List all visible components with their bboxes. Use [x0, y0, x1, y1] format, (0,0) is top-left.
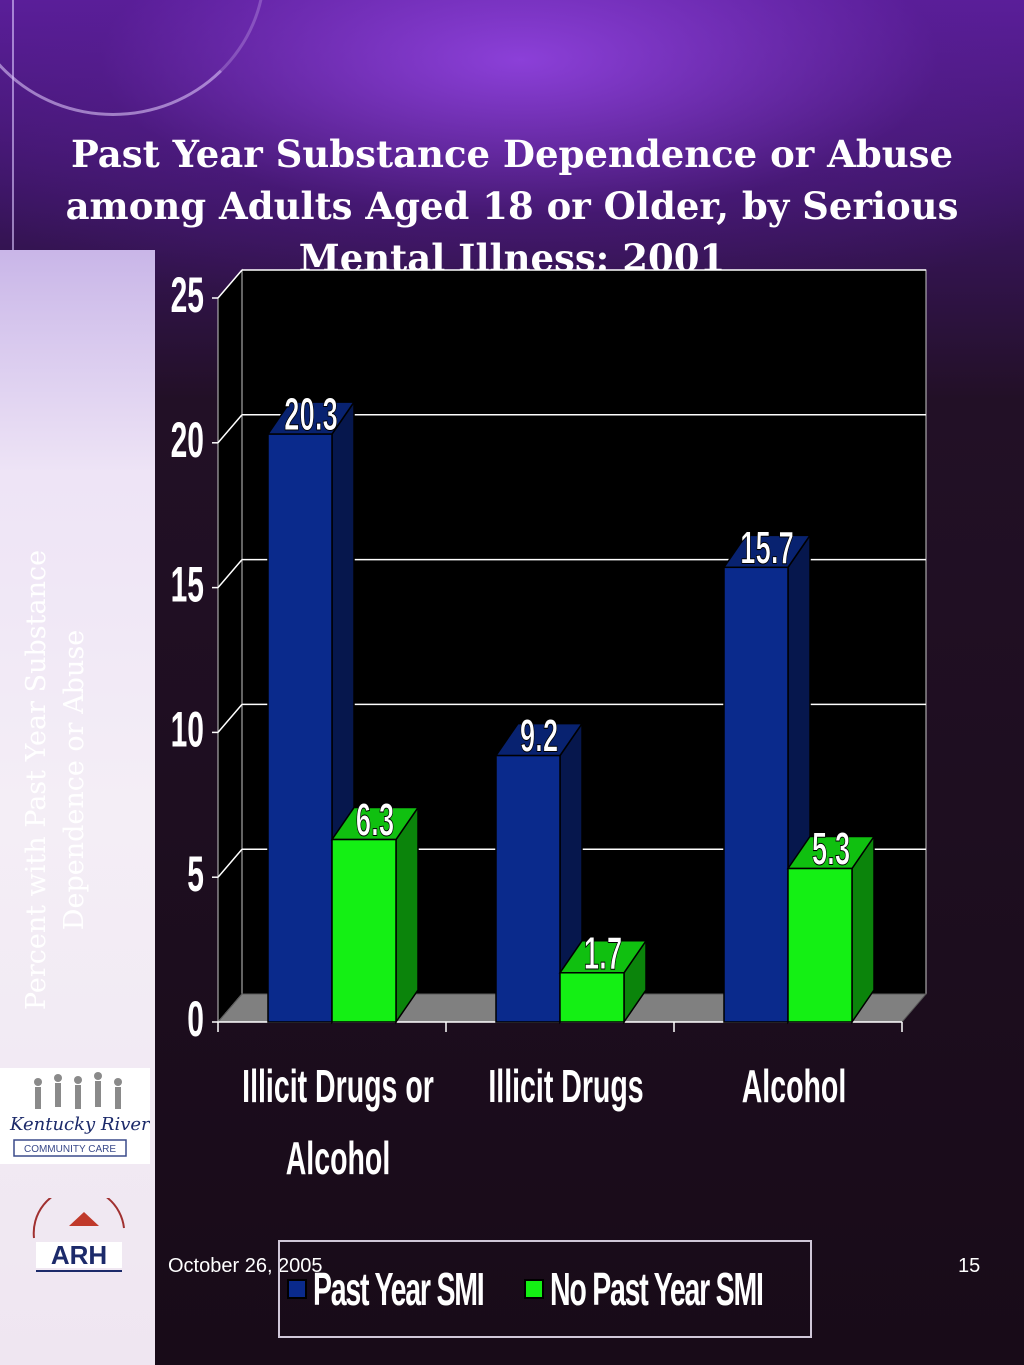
gridline-side: [217, 848, 243, 878]
chart-legend: Past Year SMI No Past Year SMI: [278, 1240, 812, 1338]
bar: [267, 433, 333, 1023]
y-tick-label: 5: [187, 846, 204, 902]
svg-text:ARH: ARH: [51, 1240, 107, 1270]
bar-chart: 0 5 10 15 20 25 20.3 9.2 15.7 6.3 1.7 5.3 Illicit Dr…: [171, 267, 928, 1185]
x-tick-label: Illicit Drugs or: [242, 1061, 434, 1113]
gridline-side: [217, 703, 243, 733]
page-number: 15: [958, 1255, 981, 1277]
svg-text:Kentucky River: Kentucky River: [9, 1114, 150, 1135]
bar: [331, 838, 397, 1023]
y-tick-label: 10: [171, 702, 204, 758]
side-panel: [0, 250, 155, 1365]
bar-side: [395, 805, 419, 1025]
decorative-line: [12, 0, 14, 250]
data-label: 6.3: [356, 796, 394, 847]
legend-label-no-past-year-smi: No Past Year SMI: [549, 1263, 764, 1315]
data-label: 9.2: [520, 712, 558, 763]
legend-label-past-year-smi: Past Year SMI: [313, 1263, 485, 1315]
footer-date: October 26, 2005: [168, 1255, 323, 1277]
legend-swatch-no-past-year-smi: [523, 1279, 544, 1299]
data-label: 15.7: [740, 523, 794, 574]
plot-side-wall: [217, 268, 243, 1024]
svg-text:COMMUNITY CARE: COMMUNITY CARE: [24, 1144, 116, 1155]
x-tick-label: Alcohol: [286, 1133, 391, 1185]
data-label: 20.3: [284, 390, 338, 441]
gridline-side: [217, 559, 243, 589]
x-tick-label: Alcohol: [742, 1061, 847, 1113]
bar: [495, 754, 561, 1023]
data-label: 1.7: [584, 929, 622, 980]
y-tick-label: 20: [171, 412, 204, 468]
bar: [559, 972, 625, 1023]
data-label: 5.3: [812, 824, 850, 875]
gridline-side: [217, 269, 243, 299]
legend-item-no-past-year-smi: No Past Year SMI: [523, 1262, 803, 1316]
bar: [723, 566, 789, 1023]
y-tick-label: 15: [171, 557, 204, 613]
bar: [787, 867, 853, 1023]
kentucky-river-logo: Kentucky River COMMUNITY CARE: [0, 1068, 151, 1164]
y-tick-label: 0: [187, 991, 204, 1047]
legend-item-past-year-smi: Past Year SMI: [287, 1262, 498, 1316]
y-tick-label: 25: [171, 267, 204, 323]
x-tick-label: Illicit Drugs: [488, 1061, 643, 1113]
arh-logo: ARH: [14, 1186, 144, 1288]
legend-swatch-past-year-smi: [287, 1279, 308, 1299]
gridline-side: [217, 414, 243, 444]
